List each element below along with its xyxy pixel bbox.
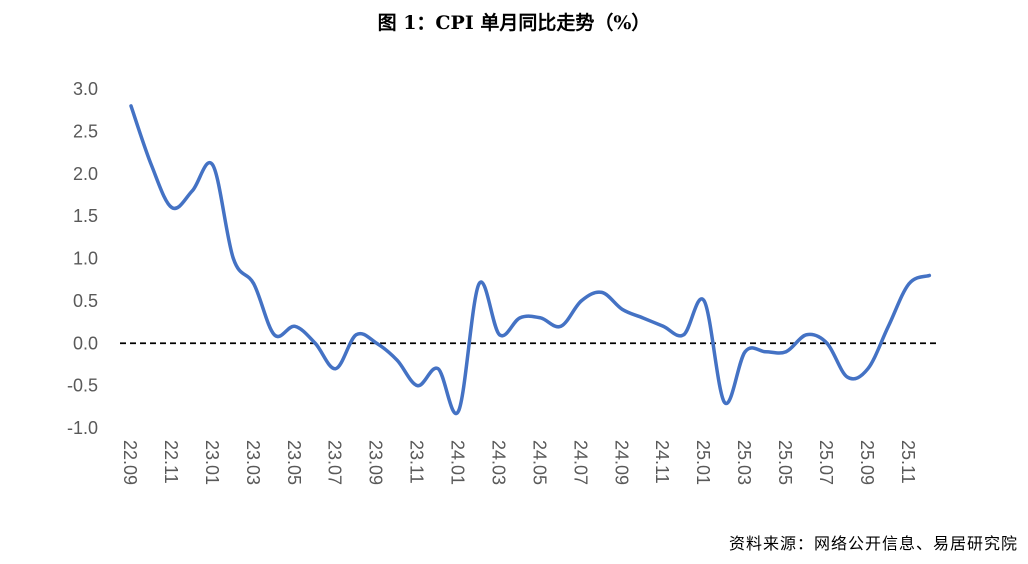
y-tick-label: 2.0	[73, 164, 98, 184]
y-tick-label: -1.0	[67, 418, 98, 438]
data-point	[313, 341, 317, 345]
data-point	[886, 324, 890, 328]
data-point	[743, 350, 747, 354]
data-point	[497, 333, 501, 337]
x-tick-label: 23.07	[325, 440, 345, 485]
x-tick-label: 23.03	[243, 440, 263, 485]
data-point	[927, 273, 931, 277]
x-tick-label: 25.03	[734, 440, 754, 485]
data-point	[211, 163, 215, 167]
data-point	[252, 282, 256, 286]
data-point	[845, 375, 849, 379]
data-point	[436, 367, 440, 371]
data-point	[375, 341, 379, 345]
data-point	[702, 299, 706, 303]
x-tick-label: 24.01	[448, 440, 468, 485]
data-point	[805, 333, 809, 337]
x-tick-label: 24.07	[570, 440, 590, 485]
x-tick-label: 23.05	[284, 440, 304, 485]
data-point	[579, 299, 583, 303]
x-tick-label: 25.01	[693, 440, 713, 485]
data-point	[190, 189, 194, 193]
data-point	[129, 104, 133, 108]
x-tick-label: 22.11	[161, 440, 181, 484]
x-tick-label: 24.11	[652, 440, 672, 484]
y-tick-label: 3.0	[73, 79, 98, 99]
data-point	[641, 316, 645, 320]
data-point	[682, 333, 686, 337]
y-tick-label: 0.5	[73, 291, 98, 311]
y-tick-label: 1.5	[73, 206, 98, 226]
data-point	[457, 409, 461, 413]
y-tick-label: 1.0	[73, 249, 98, 269]
data-point	[559, 324, 563, 328]
data-point	[149, 163, 153, 167]
data-point	[866, 367, 870, 371]
x-tick-label: 23.09	[366, 440, 386, 485]
data-point	[825, 341, 829, 345]
data-point	[395, 358, 399, 362]
cpi-series-line	[129, 104, 932, 416]
chart-title: 图 1：CPI 单月同比走势（%）	[377, 12, 651, 34]
data-point	[723, 401, 727, 405]
data-point	[907, 282, 911, 286]
x-tick-label: 24.03	[488, 440, 508, 485]
data-point	[416, 384, 420, 388]
data-point	[661, 324, 665, 328]
x-tick-label: 23.01	[202, 440, 222, 485]
x-tick-label: 24.09	[611, 440, 631, 485]
x-tick-label: 25.11	[898, 440, 918, 484]
data-point	[231, 257, 235, 260]
x-tick-label: 24.05	[529, 440, 549, 485]
data-point	[334, 367, 338, 371]
source-note: 资料来源：网络公开信息、易居研究院	[728, 534, 1018, 553]
data-point	[600, 290, 604, 294]
y-tick-label: 2.5	[73, 121, 98, 141]
data-point	[170, 206, 174, 210]
data-point	[518, 316, 522, 320]
data-point	[293, 324, 297, 328]
data-point	[764, 350, 768, 354]
data-point	[620, 307, 624, 311]
x-tick-label: 25.09	[857, 440, 877, 485]
x-tick-label: 22.09	[120, 440, 140, 485]
x-tick-label: 23.11	[407, 440, 427, 484]
data-point	[354, 333, 358, 337]
data-point	[784, 350, 788, 354]
x-tick-label: 25.05	[775, 440, 795, 485]
data-point	[538, 316, 542, 320]
x-tick-label: 25.07	[816, 440, 836, 485]
y-tick-label: -0.5	[67, 376, 98, 396]
data-point	[272, 333, 276, 337]
data-point	[477, 282, 481, 286]
y-tick-label: 0.0	[73, 333, 98, 353]
